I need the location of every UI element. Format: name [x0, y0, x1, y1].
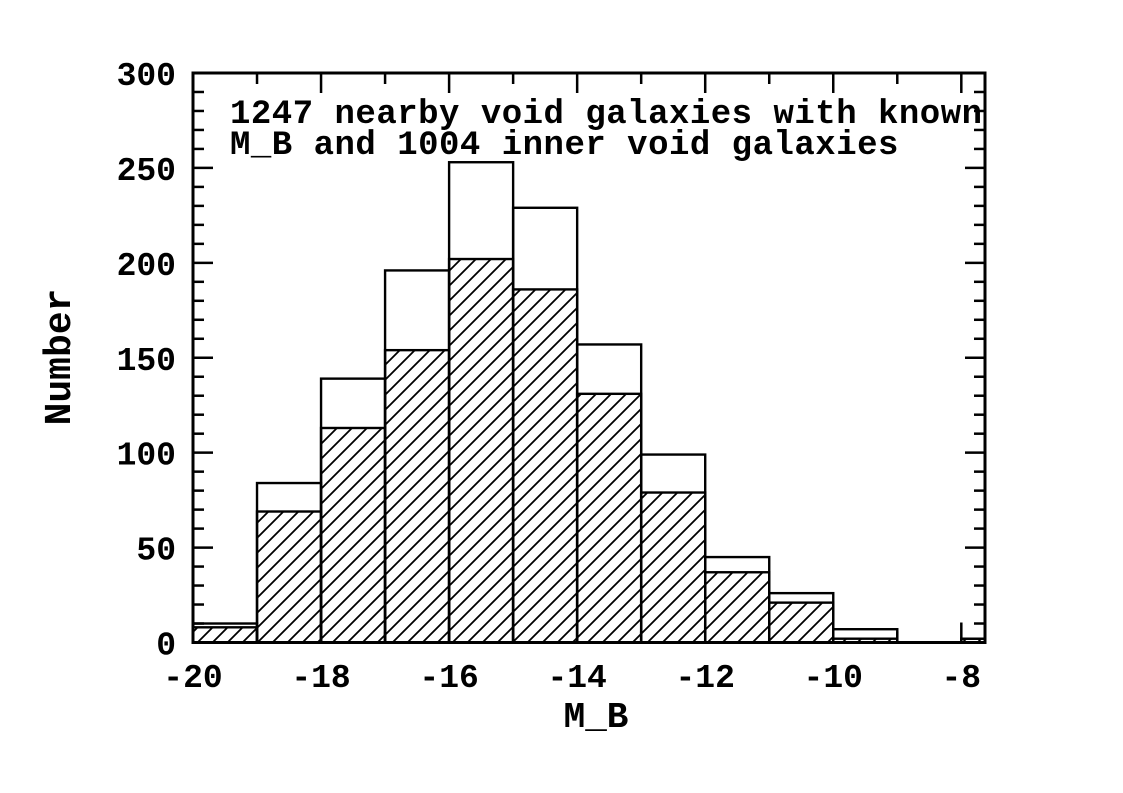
x-tick-label: -8 [942, 660, 982, 697]
x-axis-label: M_B [564, 697, 629, 738]
y-tick-label: 200 [117, 248, 176, 285]
histogram-hatched-bar [575, 392, 643, 643]
y-tick-label: 0 [156, 628, 176, 665]
y-tick-label: 50 [136, 533, 176, 570]
histogram-hatched-bar [319, 426, 387, 643]
histogram-hatched-bar [383, 348, 451, 643]
histogram-hatched-bar [639, 491, 707, 643]
histogram-hatched-bar [193, 626, 259, 643]
y-tick-label: 100 [117, 438, 176, 475]
chart-title-line-1: 1247 nearby void galaxies with known [230, 96, 983, 134]
ticks-layer [191, 71, 985, 644]
histogram-hatched-bar [768, 601, 835, 643]
histogram-hatched-bar [447, 257, 515, 643]
tick-labels-layer: -20 -18 -16 -14 -12 -10 -8 0 50 100 150 200 250 300 [117, 58, 982, 697]
histogram-hatched-bar [704, 571, 771, 643]
y-tick-label: 150 [117, 343, 176, 380]
x-tick-label: -18 [291, 660, 350, 697]
x-tick-label: -10 [804, 660, 863, 697]
x-tick-label: -14 [547, 660, 606, 697]
x-tick-label: -16 [419, 660, 478, 697]
x-tick-label: -20 [163, 660, 222, 697]
y-axis-label: Number [39, 289, 82, 426]
histogram-outline-bar [639, 453, 707, 643]
y-tick-label: 250 [117, 153, 176, 190]
histogram-hatched-bar [511, 288, 579, 643]
x-tick-label: -12 [675, 660, 734, 697]
bars-layer [193, 161, 985, 643]
y-tick-label: 300 [117, 58, 176, 95]
chart-title-line-2: M_B and 1004 inner void galaxies [230, 127, 899, 165]
histogram-hatched-bar [255, 510, 323, 643]
